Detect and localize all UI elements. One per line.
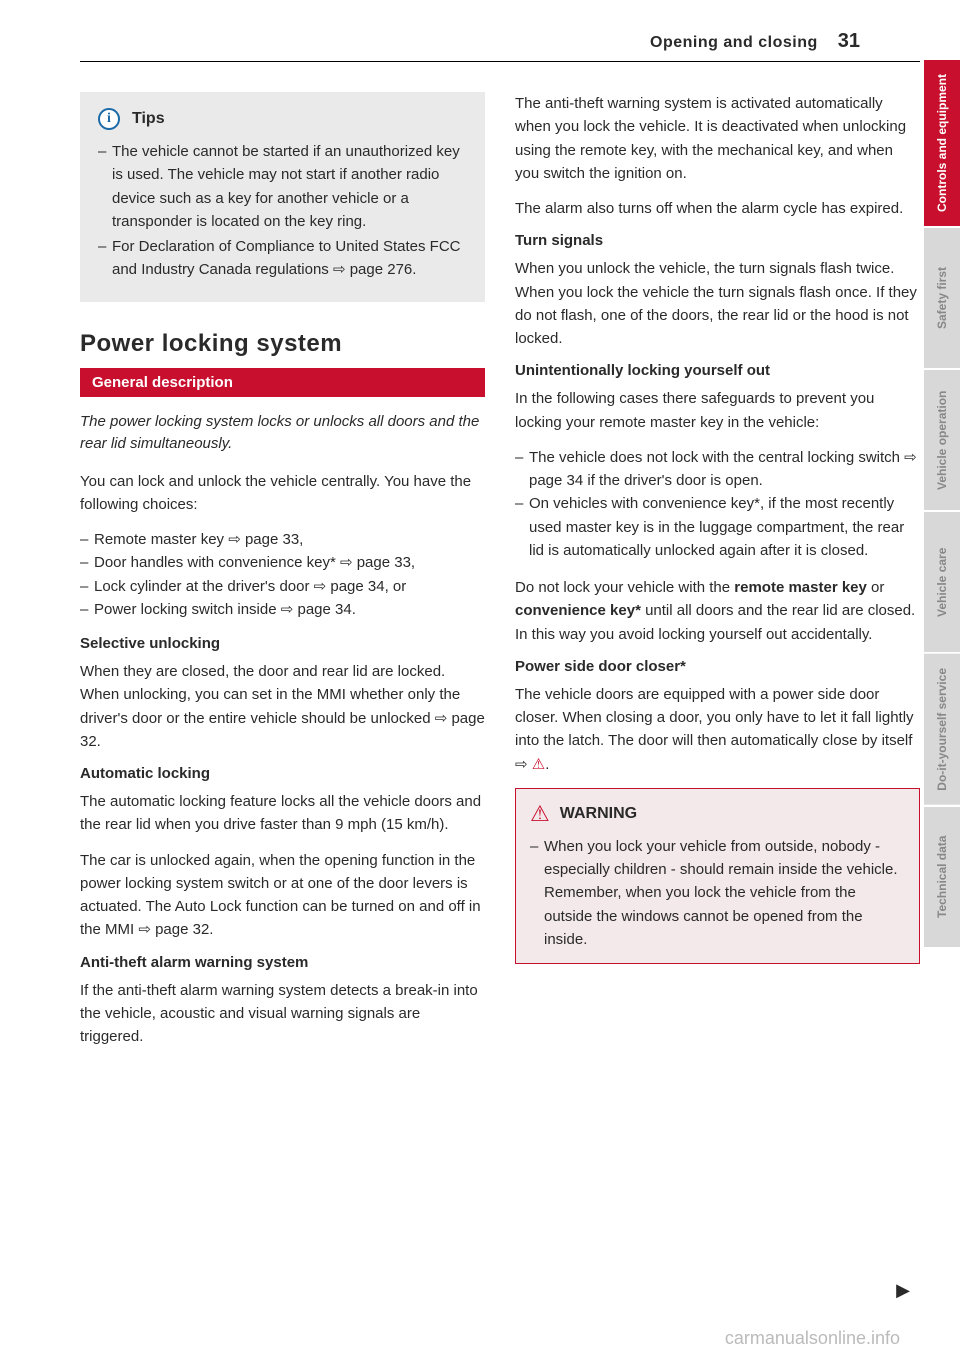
body-text: The automatic locking feature locks all …	[80, 790, 485, 837]
warning-title: WARNING	[560, 805, 637, 823]
body-text: If the anti-theft alarm warning system d…	[80, 979, 485, 1049]
warning-triangle-icon: ⚠	[532, 756, 545, 773]
tab-diy-service[interactable]: Do-it-yourself service	[924, 654, 960, 805]
list-item: Lock cylinder at the driver's door ⇨ pag…	[80, 575, 485, 598]
info-icon: i	[98, 108, 120, 130]
bold-text: convenience key*	[515, 602, 641, 619]
right-column: The anti-theft warning system is activat…	[515, 92, 920, 1060]
text-span: The vehicle doors are equipped with a po…	[515, 686, 914, 773]
body-text: Do not lock your vehicle with the remote…	[515, 576, 920, 646]
page-header: Opening and closing 31	[80, 30, 920, 62]
tips-title: Tips	[132, 110, 165, 128]
list-item: On vehicles with convenience key*, if th…	[515, 492, 920, 562]
tips-item: The vehicle cannot be started if an unau…	[98, 140, 467, 233]
subheading: Anti-theft alarm warning system	[80, 954, 485, 971]
intro-text: The power locking system locks or unlock…	[80, 411, 485, 456]
page-number: 31	[838, 30, 860, 53]
tips-item: For Declaration of Compliance to United …	[98, 235, 467, 282]
subheading: Selective unlocking	[80, 635, 485, 652]
left-column: i Tips The vehicle cannot be started if …	[80, 92, 485, 1060]
list-item: The vehicle does not lock with the centr…	[515, 446, 920, 493]
choices-list: Remote master key ⇨ page 33, Door handle…	[80, 528, 485, 621]
body-text: When you unlock the vehicle, the turn si…	[515, 257, 920, 350]
list-item: Door handles with convenience key* ⇨ pag…	[80, 551, 485, 574]
header-title: Opening and closing	[650, 34, 818, 52]
tips-list: The vehicle cannot be started if an unau…	[98, 140, 467, 282]
tips-callout: i Tips The vehicle cannot be started if …	[80, 92, 485, 302]
subheading: Power side door closer*	[515, 658, 920, 675]
watermark-text: carmanualsonline.info	[725, 1328, 900, 1349]
body-text: When they are closed, the door and rear …	[80, 660, 485, 753]
list-item: Remote master key ⇨ page 33,	[80, 528, 485, 551]
warning-list: When you lock your vehicle from outside,…	[530, 835, 905, 951]
content-columns: i Tips The vehicle cannot be started if …	[80, 92, 920, 1060]
safeguards-list: The vehicle does not lock with the centr…	[515, 446, 920, 562]
text-span: Do not lock your vehicle with the	[515, 579, 734, 596]
subheading: Unintentionally locking yourself out	[515, 362, 920, 379]
warning-triangle-icon: ⚠	[530, 801, 550, 827]
subsection-bar: General description	[80, 368, 485, 397]
section-heading: Power locking system	[80, 330, 485, 358]
body-text: In the following cases there safeguards …	[515, 387, 920, 434]
continue-arrow-icon: ▶	[896, 1280, 910, 1301]
section-tabs: Controls and equipment Safety first Vehi…	[924, 60, 960, 949]
tab-controls-equipment[interactable]: Controls and equipment	[924, 60, 960, 226]
warning-callout: ⚠ WARNING When you lock your vehicle fro…	[515, 788, 920, 964]
tab-safety-first[interactable]: Safety first	[924, 228, 960, 368]
body-text: The alarm also turns off when the alarm …	[515, 197, 920, 220]
tab-technical-data[interactable]: Technical data	[924, 807, 960, 947]
tab-vehicle-care[interactable]: Vehicle care	[924, 512, 960, 652]
tips-header: i Tips	[98, 108, 467, 130]
list-item: Power locking switch inside ⇨ page 34.	[80, 598, 485, 621]
warning-item: When you lock your vehicle from outside,…	[530, 835, 905, 951]
subheading: Turn signals	[515, 232, 920, 249]
body-text: You can lock and unlock the vehicle cent…	[80, 470, 485, 517]
subheading: Automatic locking	[80, 765, 485, 782]
text-span: or	[867, 579, 885, 596]
body-text: The car is unlocked again, when the open…	[80, 849, 485, 942]
body-text: The anti-theft warning system is activat…	[515, 92, 920, 185]
warning-header: ⚠ WARNING	[530, 801, 905, 827]
body-text: The vehicle doors are equipped with a po…	[515, 683, 920, 776]
tab-vehicle-operation[interactable]: Vehicle operation	[924, 370, 960, 510]
manual-page: Opening and closing 31 i Tips The vehicl…	[0, 0, 960, 1361]
bold-text: remote master key	[734, 579, 867, 596]
